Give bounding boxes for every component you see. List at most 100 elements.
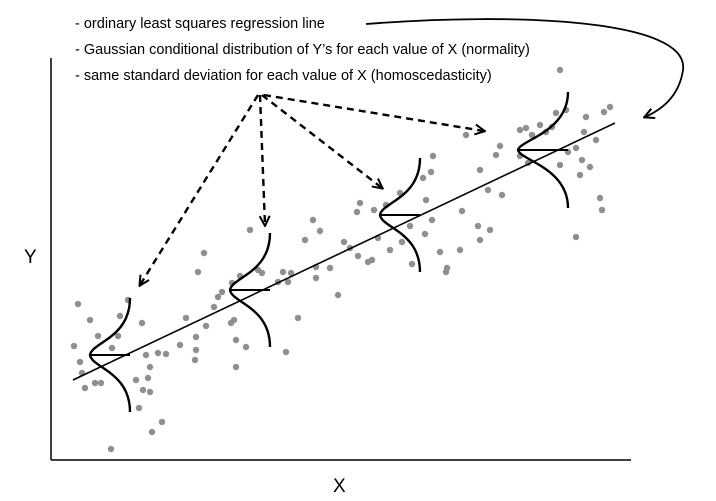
scatter-point (210, 303, 218, 311)
scatter-point (301, 236, 309, 244)
scatter-point (580, 128, 588, 136)
scatter-point (496, 142, 504, 150)
scatter-point (132, 376, 140, 384)
scatter-point (368, 256, 376, 264)
scatter-points (70, 66, 614, 453)
scatter-point (81, 384, 89, 392)
scatter-point (146, 363, 154, 371)
scatter-point (456, 246, 464, 254)
scatter-point (428, 216, 436, 224)
scatter-point (230, 316, 238, 324)
scatter-point (316, 227, 324, 235)
scatter-point (370, 206, 378, 214)
scatter-point (492, 151, 500, 159)
annotation-regression-line: - ordinary least squares regression line (75, 16, 325, 32)
scatter-point (191, 356, 199, 364)
scatter-point (576, 171, 584, 179)
scatter-point (97, 379, 105, 387)
annotation-normality: - Gaussian conditional distribution of Y… (75, 42, 530, 58)
scatter-point (200, 249, 208, 257)
scatter-point (108, 344, 116, 352)
annotation-homoscedasticity: - same standard deviation for each value… (75, 68, 492, 84)
scatter-point (528, 131, 536, 139)
scatter-point (516, 126, 524, 134)
scatter-point (476, 166, 484, 174)
scatter-point (232, 363, 240, 371)
scatter-point (144, 374, 152, 382)
scatter-point (192, 346, 200, 354)
scatter-point (556, 161, 564, 169)
scatter-point (443, 264, 451, 272)
scatter-point (138, 319, 146, 327)
scatter-point (578, 156, 586, 164)
scatter-point (386, 246, 394, 254)
scatter-point (182, 314, 190, 322)
normal-distribution-3 (378, 157, 422, 273)
scatter-point (398, 238, 406, 246)
scatter-point (246, 226, 254, 234)
scatter-point (353, 208, 361, 216)
scatter-point (474, 222, 482, 230)
scatter-point (139, 386, 147, 394)
scatter-point (586, 163, 594, 171)
scatter-point (596, 194, 604, 202)
scatter-point (158, 418, 166, 426)
scatter-point (74, 300, 82, 308)
scatter-point (86, 316, 94, 324)
scatter-point (284, 278, 292, 286)
scatter-point (218, 288, 226, 296)
scatter-point (148, 428, 156, 436)
scatter-point (309, 216, 317, 224)
scatter-point (600, 108, 608, 116)
normal-distribution-1 (88, 297, 132, 413)
x-axis-label: X (333, 476, 346, 497)
scatter-point (176, 341, 184, 349)
normal-distribution-2 (228, 232, 272, 348)
scatter-point (422, 196, 430, 204)
scatter-point (326, 264, 334, 272)
scatter-point (556, 66, 564, 74)
scatter-point (114, 332, 122, 340)
dashed-pointer-arrows (140, 93, 484, 285)
scatter-point (408, 260, 416, 268)
scatter-point (536, 121, 544, 129)
scatter-point (582, 113, 590, 121)
scatter-point (484, 186, 492, 194)
scatter-point (572, 144, 580, 152)
scatter-point (419, 174, 427, 182)
scatter-point (476, 236, 484, 244)
scatter-point (135, 404, 143, 412)
scatter-point (354, 252, 362, 260)
scatter-point (406, 222, 414, 230)
scatter-point (107, 445, 115, 453)
scatter-point (214, 293, 222, 301)
scatter-point (202, 322, 210, 330)
scatter-point (458, 207, 466, 215)
scatter-point (282, 348, 290, 356)
scatter-point (192, 333, 200, 341)
scatter-point (258, 269, 266, 277)
scatter-point (606, 103, 614, 111)
scatter-point (598, 206, 606, 214)
scatter-point (287, 269, 295, 277)
scatter-point (572, 233, 580, 241)
scatter-point (142, 351, 150, 359)
scatter-point (356, 199, 364, 207)
scatter-point (340, 238, 348, 246)
scatter-point (592, 136, 600, 144)
scatter-point (421, 230, 429, 238)
scatter-point (294, 314, 302, 322)
scatter-point (462, 131, 470, 139)
scatter-point (429, 152, 437, 160)
scatter-point (552, 109, 560, 117)
scatter-point (486, 226, 494, 234)
scatter-point (279, 268, 287, 276)
scatter-point (154, 349, 162, 357)
curved-arrow-to-regression-line (365, 18, 684, 117)
scatter-point (146, 388, 154, 396)
scatter-point (94, 332, 102, 340)
scatter-point (498, 191, 506, 199)
scatter-point (70, 342, 78, 350)
scatter-point (116, 312, 124, 320)
